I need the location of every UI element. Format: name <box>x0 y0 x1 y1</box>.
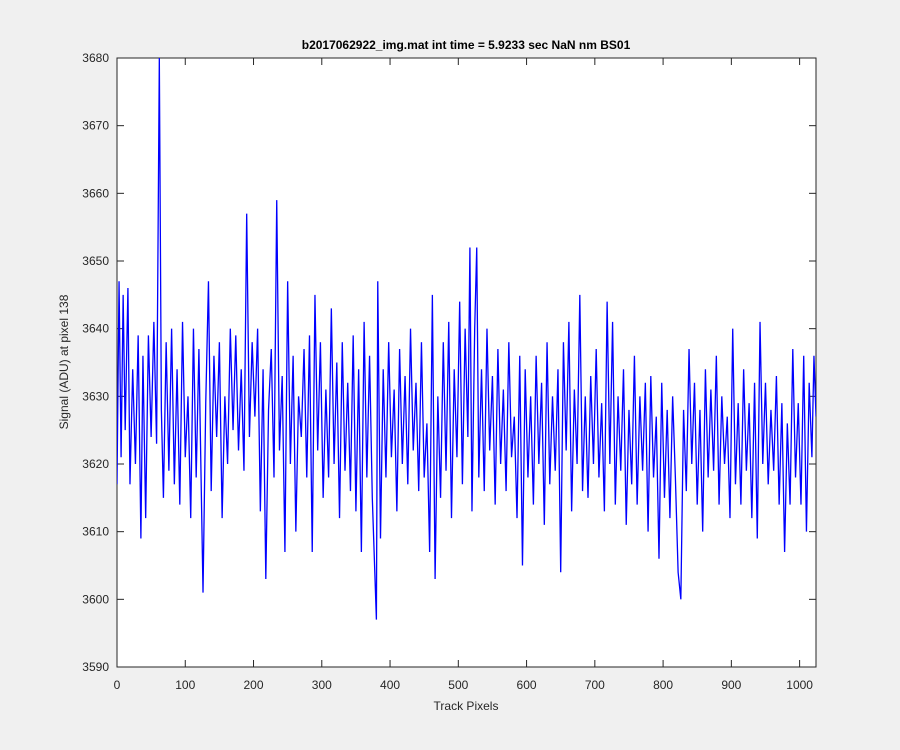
y-tick-label: 3660 <box>82 186 109 200</box>
x-tick-label: 500 <box>448 678 468 692</box>
y-tick-label: 3600 <box>82 592 109 606</box>
y-tick-label: 3620 <box>82 457 109 471</box>
y-tick-label: 3610 <box>82 525 109 539</box>
x-tick-label: 800 <box>653 678 673 692</box>
y-tick-label: 3650 <box>82 254 109 268</box>
x-tick-label: 400 <box>380 678 400 692</box>
x-tick-label: 200 <box>244 678 264 692</box>
data-line <box>117 58 816 620</box>
y-tick-label: 3630 <box>82 389 109 403</box>
y-tick-label: 3640 <box>82 322 109 336</box>
y-axis-label: Signal (ADU) at pixel 138 <box>57 294 71 429</box>
y-tick-label: 3670 <box>82 119 109 133</box>
x-tick-label: 300 <box>312 678 332 692</box>
x-tick-label: 700 <box>585 678 605 692</box>
x-tick-label: 600 <box>517 678 537 692</box>
x-tick-label: 1000 <box>786 678 813 692</box>
x-tick-label: 0 <box>114 678 121 692</box>
chart-title: b2017062922_img.mat int time = 5.9233 se… <box>302 38 631 52</box>
y-tick-label: 3680 <box>82 51 109 65</box>
x-tick-label: 900 <box>721 678 741 692</box>
y-tick-label: 3590 <box>82 660 109 674</box>
x-axis-label: Track Pixels <box>434 699 499 713</box>
x-tick-label: 100 <box>175 678 195 692</box>
